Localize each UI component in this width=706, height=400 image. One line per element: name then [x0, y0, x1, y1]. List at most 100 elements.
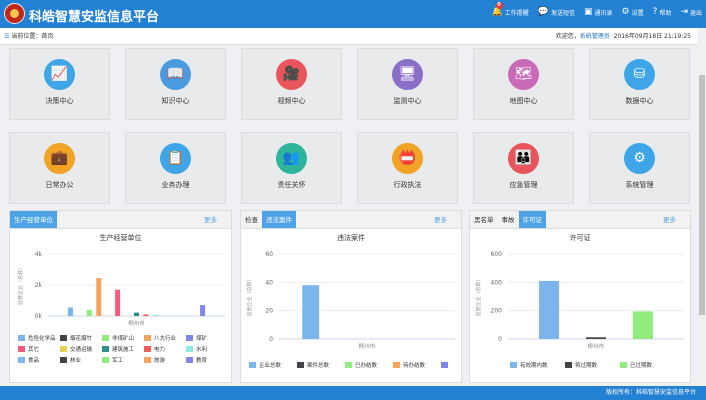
tile-camera[interactable]: 🎥 视频中心 — [241, 48, 342, 120]
header-nav: 🔔 0 工作提醒 💬 发送短信 ▣ 通讯录 ⚙ 设置? 帮助 ⇥ 退出 — [492, 2, 702, 17]
bar-其它[interactable] — [115, 289, 121, 316]
bar-危险化学品[interactable] — [67, 307, 73, 316]
legend-item[interactable]: 待办结数 — [403, 361, 426, 369]
tab[interactable]: 检查 — [245, 216, 258, 224]
tile-settings[interactable]: ⚙ 系统管理 — [589, 132, 690, 204]
nav-message[interactable]: 💬 发送短信 — [538, 7, 575, 17]
legend-item[interactable]: 煤矿 — [196, 334, 208, 342]
bar-非煤矿山[interactable] — [86, 309, 92, 316]
legend-swatch — [186, 335, 193, 341]
chart-title: 许可证 — [570, 233, 591, 242]
tab[interactable]: 事故 — [501, 216, 515, 224]
database-icon: ⛁ — [624, 59, 655, 90]
nav-label: 帮助 — [659, 9, 672, 17]
nav-gear[interactable]: ⚙ 设置 — [622, 7, 644, 17]
bar-已过期数[interactable] — [632, 311, 653, 339]
monitor-icon: 🖥 — [392, 59, 423, 90]
bar-有效期内数[interactable] — [539, 280, 560, 339]
bar-企业总数[interactable] — [302, 285, 320, 339]
nav-label: 通讯录 — [594, 9, 613, 17]
legend-item[interactable]: 案件总数 — [307, 361, 330, 369]
legend-item[interactable]: 非煤矿山 — [112, 334, 134, 342]
legend-item[interactable]: 烟花爆竹 — [70, 334, 93, 342]
tab[interactable]: 违法案件 — [262, 211, 296, 228]
bar-教育[interactable] — [200, 305, 206, 316]
nav-help[interactable]: ? 帮助 — [653, 7, 672, 17]
tile-label: 监测中心 — [393, 97, 422, 105]
tile-book[interactable]: 📖 知识中心 — [125, 48, 226, 120]
tile-chart[interactable]: 📈 决策中心 — [9, 48, 110, 120]
bar-建筑施工[interactable] — [134, 312, 139, 316]
legend-item[interactable]: 企业总数 — [259, 361, 282, 369]
tile-people[interactable]: 👪 应急管理 — [473, 132, 574, 204]
people-icon: 👪 — [508, 143, 539, 174]
legend-item[interactable]: 电力 — [154, 345, 165, 353]
more-link[interactable]: 更多 — [204, 216, 217, 224]
legend-item[interactable]: 有效期内数 — [520, 361, 548, 369]
top-header: 科皓智慧安监信息平台 🔔 0 工作提醒 💬 发送短信 ▣ 通讯录 ⚙ 设置? 帮助 ⇥ 退出 — [0, 0, 706, 28]
legend-swatch — [441, 362, 448, 368]
legend-item[interactable]: 将过期数 — [575, 361, 598, 369]
user-link[interactable]: 系统管理员 — [579, 33, 610, 40]
legend-item[interactable]: 已过期数 — [630, 361, 653, 369]
y-tick-label: 2k — [35, 282, 43, 289]
tile-briefcase[interactable]: 💼 日常办公 — [9, 132, 110, 204]
more-link[interactable]: 更多 — [663, 216, 676, 224]
tile-map[interactable]: 🗺 地图中心 — [473, 48, 574, 120]
nav-contacts[interactable]: ▣ 通讯录 — [584, 7, 613, 17]
tab[interactable]: 黑名单 — [474, 216, 494, 224]
tab[interactable]: 许可证 — [518, 211, 546, 228]
legend-swatch — [510, 362, 517, 368]
help-icon: ? — [652, 7, 658, 17]
y-tick-label: 4k — [35, 251, 43, 258]
legend-item[interactable]: 已办结数 — [355, 361, 378, 369]
scrollbar-thumb[interactable] — [699, 75, 705, 315]
legend-item[interactable]: 建筑施工 — [112, 345, 135, 353]
tile-badge[interactable]: 📛 行政执法 — [357, 132, 458, 204]
legend-swatch — [186, 346, 193, 352]
datetime: 2016年09月18日 21:19:25 — [613, 33, 691, 40]
bar-电力[interactable] — [143, 314, 149, 316]
emblem-logo — [4, 3, 25, 24]
breadcrumb-page[interactable]: 首页 — [41, 33, 54, 40]
legend-item[interactable]: 危险化学品 — [28, 334, 56, 342]
footer: 版权所有：科皓智慧安监信息平台 — [0, 386, 706, 400]
legend-swatch — [18, 357, 25, 363]
legend-item[interactable]: 旅游 — [154, 356, 166, 364]
legend-swatch — [620, 362, 627, 368]
legend-swatch — [60, 335, 67, 341]
legend-item[interactable]: 其它 — [28, 345, 39, 353]
panel-2: 黑名单 事故 许可证 更多 许可证 监管企业（总数） 0 200 400 600 柳州市 有效期内数将… — [469, 210, 691, 383]
bar-八大行业[interactable] — [96, 278, 102, 316]
panel-1: 检查 违法案件 更多 违法案件 监管企业（总数） 0 20 40 60 柳州市 企业总数 案件总数 已办… — [240, 210, 462, 383]
message-icon: 💬 — [537, 7, 549, 17]
tile-label: 视频中心 — [277, 97, 306, 105]
tile-database[interactable]: ⛁ 数据中心 — [589, 48, 690, 120]
tile-clipboard[interactable]: 📋 业务办理 — [125, 132, 226, 204]
legend-swatch — [102, 357, 109, 363]
legend-item[interactable]: 交通运输 — [70, 345, 93, 353]
tab[interactable]: 生产经营单位 — [10, 211, 57, 228]
legend-item[interactable]: 教育 — [196, 356, 208, 364]
scrollbar[interactable] — [698, 45, 706, 386]
legend-item[interactable]: 军工 — [112, 357, 124, 364]
bar-将过期数[interactable] — [586, 337, 606, 339]
y-tick-label: 400 — [491, 279, 503, 286]
tile-team[interactable]: 👥 责任关怀 — [241, 132, 342, 204]
legend-swatch — [18, 346, 25, 352]
more-link[interactable]: 更多 — [434, 216, 447, 224]
x-tick-label: 柳州市 — [359, 342, 376, 350]
legend-item[interactable]: 八大行业 — [154, 334, 177, 342]
legend-item[interactable]: 食品 — [28, 356, 40, 364]
tile-label: 日常办公 — [45, 181, 74, 189]
legend-item[interactable]: 水利 — [196, 345, 207, 353]
panel-tabs: 检查 违法案件 更多 — [241, 211, 461, 229]
bar-水利[interactable] — [152, 314, 158, 316]
legend-item[interactable]: 林业 — [70, 356, 82, 364]
nav-label: 设置 — [631, 9, 644, 17]
nav-logout[interactable]: ⇥ 退出 — [680, 7, 702, 17]
y-tick-label: 600 — [491, 251, 503, 258]
nav-bell[interactable]: 🔔 0 工作提醒 — [492, 2, 529, 17]
tile-monitor[interactable]: 🖥 监测中心 — [357, 48, 458, 120]
